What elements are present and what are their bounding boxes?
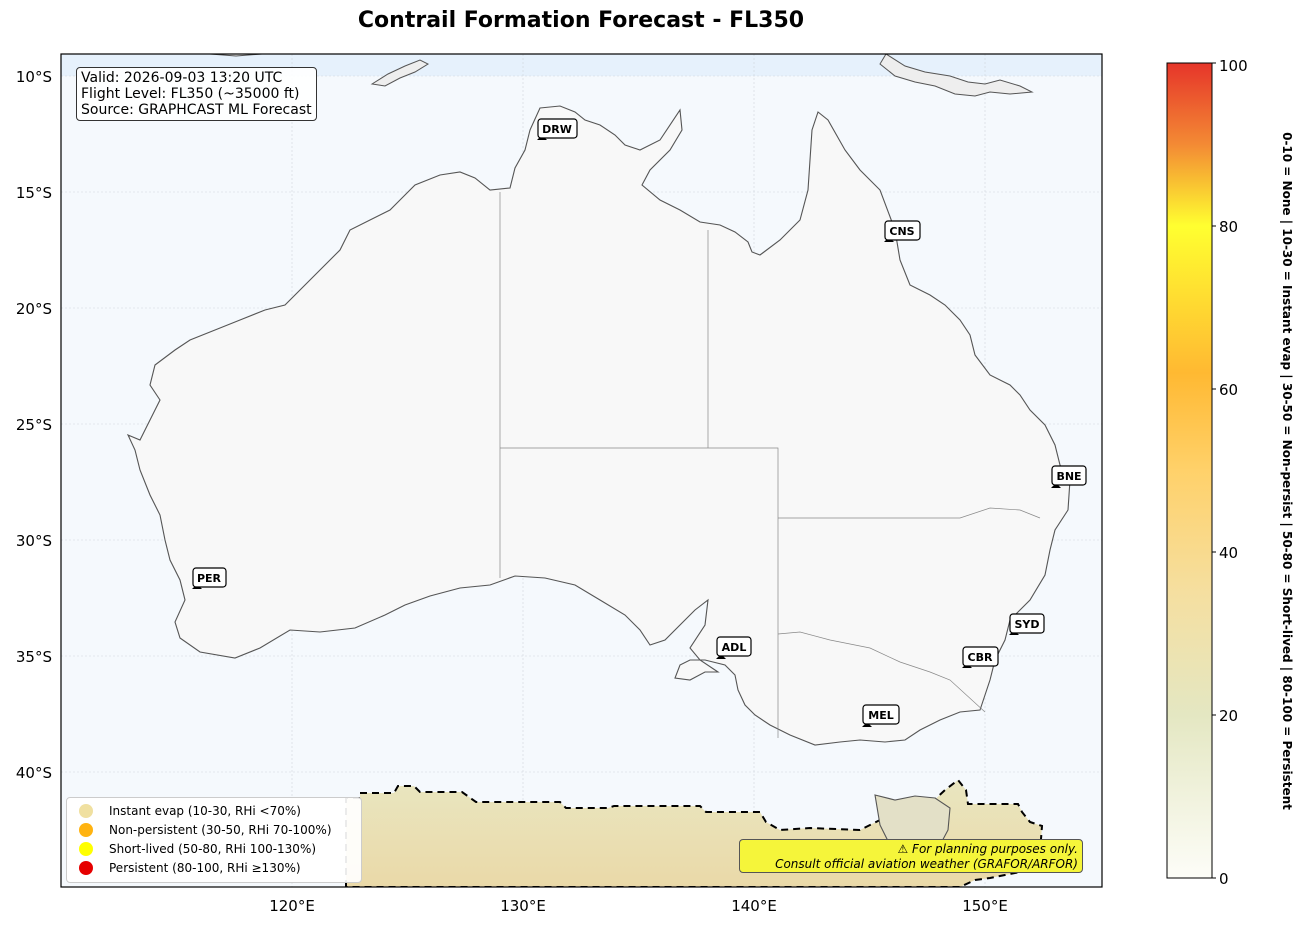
legend-dot-icon bbox=[79, 804, 93, 818]
city-label-syd: SYD bbox=[1014, 618, 1039, 631]
city-marker-mel[interactable]: MEL bbox=[862, 704, 900, 727]
city-label-box bbox=[962, 646, 999, 667]
city-label-cns: CNS bbox=[889, 225, 914, 238]
legend-label: Short-lived (50-80, RHi 100-130%) bbox=[109, 842, 317, 856]
city-label-mel: MEL bbox=[868, 709, 893, 722]
new-guinea-landmass bbox=[879, 54, 1034, 97]
lat-tick-15s: 15°S bbox=[16, 184, 52, 202]
legend-label: Persistent (80-100, RHi ≥130%) bbox=[109, 861, 301, 875]
forecast-source: Source: GRAPHCAST ML Forecast bbox=[81, 102, 312, 118]
city-label-box bbox=[1009, 613, 1045, 634]
city-label-drw: DRW bbox=[542, 123, 572, 136]
top-ocean-band bbox=[61, 54, 1102, 76]
colorbar bbox=[1166, 62, 1213, 879]
city-marker-syd[interactable]: SYD bbox=[1009, 613, 1045, 635]
colorbar-label: 0-10 = None | 10-30 = Instant evap | 30-… bbox=[1277, 71, 1297, 871]
city-label-cbr: CBR bbox=[968, 651, 993, 664]
lat-tick-10s: 10°S bbox=[16, 68, 52, 86]
legend-dot-icon bbox=[79, 823, 93, 837]
city-marker-per[interactable]: PER bbox=[192, 567, 227, 589]
city-marker-cbr[interactable]: CBR bbox=[962, 646, 999, 668]
city-label-bne: BNE bbox=[1056, 470, 1081, 483]
legend-label: Instant evap (10-30, RHi <70%) bbox=[109, 804, 301, 818]
legend: Instant evap (10-30, RHi <70%) Non-persi… bbox=[66, 797, 362, 883]
city-label-per: PER bbox=[197, 572, 222, 585]
legend-label: Non-persistent (30-50, RHi 70-100%) bbox=[109, 823, 332, 837]
lon-tick-labels: 120°E 130°E 140°E 150°E bbox=[269, 897, 1008, 915]
colorbar-tick-80: 80 bbox=[1219, 218, 1238, 236]
legend-item-persistent: Persistent (80-100, RHi ≥130%) bbox=[79, 859, 301, 877]
lat-tick-labels: 10°S 15°S 20°S 25°S 30°S 35°S 40°S bbox=[16, 68, 52, 782]
city-label-box bbox=[192, 567, 227, 588]
colorbar-tick-labels: 0 20 40 60 80 100 bbox=[1219, 57, 1248, 888]
colorbar-tick-20: 20 bbox=[1219, 707, 1238, 725]
flight-level: Flight Level: FL350 (~35000 ft) bbox=[81, 86, 300, 102]
city-label-box bbox=[716, 636, 752, 657]
lat-tick-25s: 25°S bbox=[16, 416, 52, 434]
chart-title: Contrail Formation Forecast - FL350 bbox=[357, 8, 805, 33]
colorbar-tick-0: 0 bbox=[1219, 870, 1229, 888]
colorbar-ticks bbox=[1212, 62, 1216, 879]
disclaimer-line-1: ⚠ For planning purposes only. bbox=[897, 842, 1078, 856]
city-label-adl: ADL bbox=[722, 641, 747, 654]
legend-dot-icon bbox=[79, 842, 93, 856]
colorbar-tick-60: 60 bbox=[1219, 381, 1238, 399]
city-label-box bbox=[862, 704, 900, 725]
city-label-box bbox=[884, 220, 921, 241]
colorbar-tick-100: 100 bbox=[1219, 57, 1248, 75]
disclaimer-line-2: Consult official aviation weather (GRAFO… bbox=[775, 857, 1078, 871]
lon-tick-150e: 150°E bbox=[962, 897, 1008, 915]
city-marker-cns[interactable]: CNS bbox=[884, 220, 921, 242]
state-borders bbox=[499, 192, 1041, 738]
lon-tick-130e: 130°E bbox=[500, 897, 546, 915]
legend-item-instant-evap: Instant evap (10-30, RHi <70%) bbox=[79, 802, 301, 820]
lat-tick-20s: 20°S bbox=[16, 300, 52, 318]
legend-item-non-persistent: Non-persistent (30-50, RHi 70-100%) bbox=[79, 821, 332, 839]
disclaimer-box: ⚠ For planning purposes only. Consult of… bbox=[739, 839, 1083, 873]
map-frame bbox=[60, 53, 1103, 888]
lat-tick-35s: 35°S bbox=[16, 648, 52, 666]
lat-tick-40s: 40°S bbox=[16, 764, 52, 782]
colorbar-tick-40: 40 bbox=[1219, 544, 1238, 562]
city-label-box bbox=[1051, 465, 1087, 486]
colorbar-label-text: 0-10 = None | 10-30 = Instant evap | 30-… bbox=[1280, 132, 1294, 810]
timor-island bbox=[370, 59, 430, 87]
lon-tick-120e: 120°E bbox=[269, 897, 315, 915]
info-box: Valid: 2026-09-03 13:20 UTC Flight Level… bbox=[76, 67, 317, 121]
valid-time: Valid: 2026-09-03 13:20 UTC bbox=[81, 70, 283, 86]
city-markers[interactable]: DRW CNS BNE PER SYD ADL bbox=[192, 118, 1087, 727]
legend-dot-icon bbox=[79, 861, 93, 875]
city-marker-bne[interactable]: BNE bbox=[1051, 465, 1087, 488]
lon-tick-140e: 140°E bbox=[731, 897, 777, 915]
legend-item-short-lived: Short-lived (50-80, RHi 100-130%) bbox=[79, 840, 316, 858]
city-label-box bbox=[537, 118, 578, 139]
lat-tick-30s: 30°S bbox=[16, 532, 52, 550]
city-marker-drw[interactable]: DRW bbox=[537, 118, 578, 140]
australia-landmass bbox=[126, 105, 1071, 746]
city-marker-adl[interactable]: ADL bbox=[716, 636, 752, 659]
